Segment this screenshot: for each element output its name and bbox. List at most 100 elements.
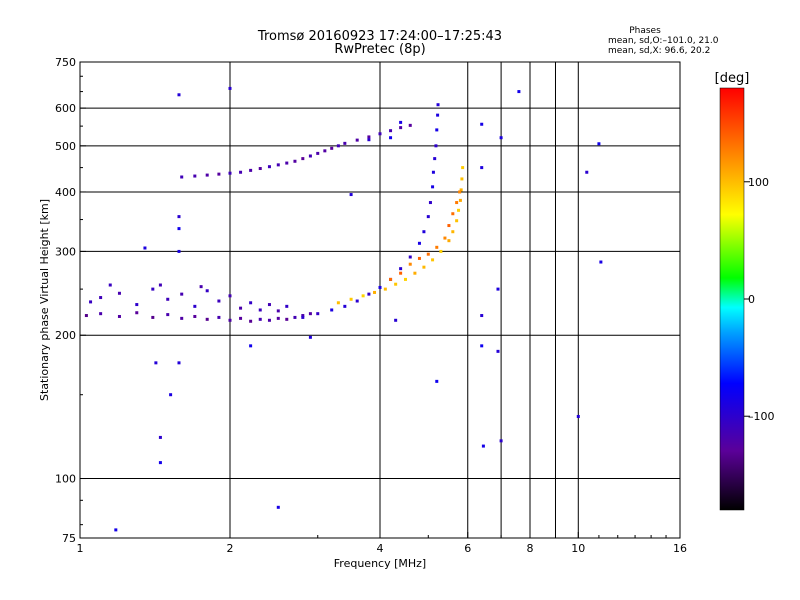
data-point <box>451 230 455 234</box>
data-point <box>399 120 403 124</box>
data-point <box>461 166 465 170</box>
data-point <box>217 299 221 303</box>
data-point <box>158 461 162 465</box>
data-point <box>499 439 503 443</box>
x-tick-label: 10 <box>571 542 585 555</box>
data-point <box>367 135 371 139</box>
phases-line-o: mean, sd,O:–101.0, 21.0 <box>608 36 719 46</box>
data-point <box>228 86 232 90</box>
data-point <box>394 282 398 286</box>
x-tick-label: 16 <box>673 542 687 555</box>
data-point <box>399 271 403 275</box>
data-point <box>443 236 447 240</box>
data-point <box>480 122 484 126</box>
data-point <box>431 258 435 262</box>
data-point <box>151 287 155 291</box>
data-point <box>436 113 440 117</box>
data-point <box>316 151 320 155</box>
data-point <box>166 297 170 301</box>
data-point <box>180 316 184 320</box>
data-point <box>199 285 203 289</box>
data-point <box>435 245 439 249</box>
data-point <box>177 215 181 219</box>
data-point <box>480 344 484 348</box>
data-point <box>143 246 147 250</box>
data-point <box>193 174 197 178</box>
data-point <box>343 141 347 145</box>
colorbar <box>719 87 745 511</box>
data-point <box>447 224 451 228</box>
data-point <box>457 208 461 212</box>
data-point <box>228 294 232 298</box>
data-point <box>205 289 209 293</box>
phases-title: Phases <box>629 26 661 36</box>
data-point <box>323 149 327 153</box>
data-point <box>285 304 289 308</box>
data-point <box>308 154 312 158</box>
data-point <box>383 287 387 291</box>
y-tick-label: 75 <box>62 532 76 545</box>
data-point <box>154 361 158 365</box>
data-point <box>117 314 121 318</box>
data-point <box>417 241 421 245</box>
data-point <box>343 304 347 308</box>
data-point <box>330 146 334 150</box>
data-point <box>276 163 280 167</box>
y-tick-label: 750 <box>55 56 76 69</box>
data-point <box>408 255 412 259</box>
data-point <box>389 136 393 140</box>
y-tick-label: 500 <box>55 140 76 153</box>
data-point <box>394 318 398 322</box>
data-point <box>177 93 181 97</box>
data-point <box>308 312 312 316</box>
data-point <box>285 161 289 165</box>
data-point <box>389 277 393 281</box>
colorbar-label: [deg] <box>715 71 750 86</box>
y-tick-label: 100 <box>55 473 76 486</box>
data-point <box>434 144 438 148</box>
data-point <box>205 173 209 177</box>
data-point <box>108 283 112 287</box>
data-point <box>435 379 439 383</box>
data-point <box>193 314 197 318</box>
data-point <box>249 344 253 348</box>
grid-lines <box>80 62 680 538</box>
data-point <box>422 230 426 234</box>
data-point <box>276 309 280 313</box>
data-point <box>177 227 181 231</box>
data-point <box>267 165 271 169</box>
data-point <box>426 252 430 256</box>
data-point <box>399 267 403 271</box>
data-point <box>228 318 232 322</box>
data-point <box>217 315 221 319</box>
data-point <box>451 212 455 216</box>
data-point <box>408 262 412 266</box>
data-point <box>158 283 162 287</box>
data-point <box>267 303 271 307</box>
data-point <box>599 260 603 264</box>
data-point <box>431 170 435 174</box>
data-point <box>228 171 232 175</box>
data-point <box>349 193 353 197</box>
data-points <box>84 86 603 532</box>
data-point <box>205 317 209 321</box>
data-point <box>439 249 443 253</box>
data-point <box>367 292 371 296</box>
data-point <box>276 316 280 320</box>
data-point <box>458 190 462 194</box>
data-point <box>258 317 262 321</box>
data-point <box>455 219 459 223</box>
x-tick-label: 2 <box>227 542 234 555</box>
data-point <box>436 103 440 107</box>
data-point <box>460 177 464 181</box>
data-point <box>177 361 181 365</box>
data-point <box>576 414 580 418</box>
data-point <box>180 292 184 296</box>
data-point <box>217 172 221 176</box>
data-point <box>114 528 118 532</box>
data-point <box>597 142 601 146</box>
data-point <box>239 306 243 310</box>
data-point <box>249 168 253 172</box>
data-point <box>336 301 340 305</box>
data-point <box>435 128 439 132</box>
